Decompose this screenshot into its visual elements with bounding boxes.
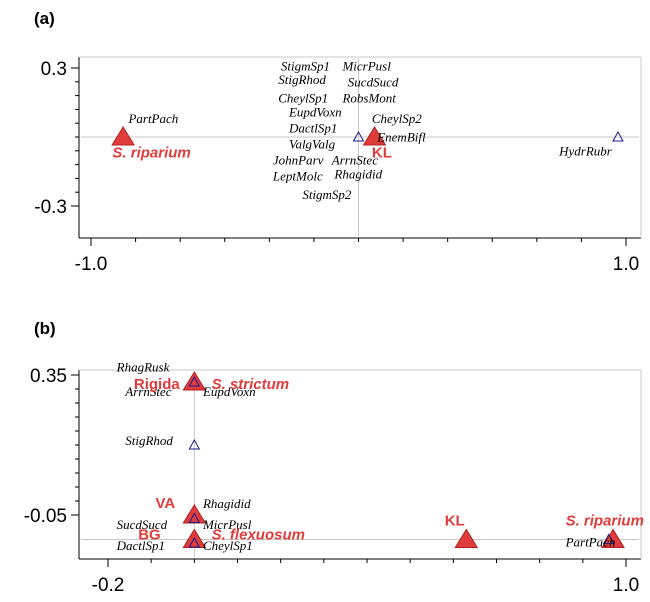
panel-a-label: (a) <box>34 9 55 28</box>
species-label: EupdVoxn <box>202 384 256 399</box>
y-tick-label: -0.05 <box>24 506 67 527</box>
species-label: ArrnStec <box>331 153 378 168</box>
species-label: JohnParv <box>273 153 324 168</box>
species-label: DactlSp1 <box>288 120 337 135</box>
species-marker <box>188 536 201 548</box>
species-label: SucdSucd <box>117 517 168 532</box>
env-label: Rigida <box>134 376 180 393</box>
env-marker <box>182 371 207 391</box>
species-label: StigRhod <box>125 433 173 448</box>
x-tick-label: 1.0 <box>613 575 639 596</box>
env-label: S. riparium <box>566 513 644 530</box>
panel-a-chart: 0.3 -0.3 -1.0 1.0 StigmSp1 MicrPusl StigRhod Su… <box>34 56 642 275</box>
species-label: MicrPusl <box>202 517 252 532</box>
species-label: PartPach <box>127 111 178 126</box>
x-tick-label: 1.0 <box>613 254 639 275</box>
species-label: Rhagidid <box>202 496 251 511</box>
species-label: StigRhod <box>278 72 326 87</box>
species-label: EupdVoxn <box>288 104 342 119</box>
panel-b-chart: 0.35 -0.05 -0.2 1.0 RhagRusk ArrnStec EupdVoxn… <box>24 360 644 597</box>
species-label: RobsMont <box>341 91 396 106</box>
species-marker <box>188 512 201 523</box>
env-label: KL <box>445 513 465 530</box>
env-label: VA <box>155 495 175 512</box>
env-label: S. riparium <box>112 145 190 162</box>
x-tick-label: -0.2 <box>92 575 125 596</box>
env-label: BG <box>138 527 161 544</box>
species-label: HydrRubr <box>558 143 613 158</box>
species-label: RhagRusk <box>116 360 170 375</box>
species-label: MicrPusl <box>341 58 391 73</box>
species-label: ValgValg <box>289 137 336 152</box>
species-label: CheylSp1 <box>278 91 328 106</box>
species-label: ArrnStec <box>124 384 171 399</box>
y-tick-label: -0.3 <box>34 197 67 218</box>
env-marker <box>111 126 135 146</box>
x-tick-label: -1.0 <box>75 254 108 275</box>
env-label: S. flexuosum <box>212 527 305 544</box>
species-marker <box>612 130 624 142</box>
species-label: Rhagidid <box>333 166 382 181</box>
env-marker <box>362 126 387 146</box>
species-label: EnemBifl <box>376 130 426 145</box>
species-marker <box>188 438 201 450</box>
species-label: StigmSp2 <box>302 187 352 202</box>
panel-b-label: (b) <box>34 319 56 338</box>
species-label: PartPach <box>565 535 616 550</box>
y-tick-label: 0.35 <box>30 366 67 387</box>
species-marker <box>352 130 365 142</box>
species-label: SucdSucd <box>348 74 399 89</box>
env-label: KL <box>372 145 392 162</box>
species-label: CheylSp2 <box>372 111 422 126</box>
env-marker <box>454 528 479 548</box>
species-label: LeptMolc <box>272 169 323 184</box>
species-marker <box>602 533 615 544</box>
species-label: DactlSp1 <box>116 538 165 553</box>
y-tick-label: 0.3 <box>41 59 67 80</box>
species-marker <box>188 375 201 387</box>
species-label: StigmSp1 <box>281 58 330 73</box>
species-label: CheylSp1 <box>203 538 253 553</box>
env-label: S. strictum <box>212 376 290 393</box>
